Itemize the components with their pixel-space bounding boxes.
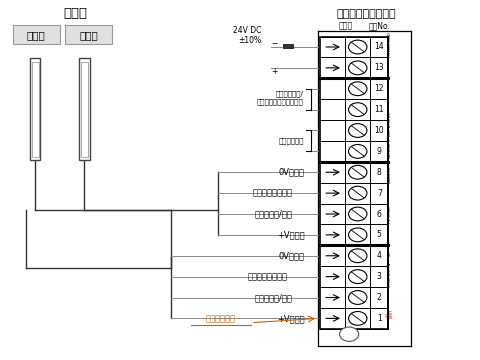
Text: コントロールボード: コントロールボード bbox=[336, 9, 396, 19]
Text: 外部入力線（桃）: 外部入力線（桃） bbox=[248, 272, 288, 281]
Text: 13: 13 bbox=[374, 63, 384, 72]
Text: 同期線（橙/紫）: 同期線（橙/紫） bbox=[255, 293, 293, 302]
Text: データ出力（黒）: データ出力（黒） bbox=[252, 189, 293, 198]
Bar bbox=[81, 62, 88, 157]
Circle shape bbox=[348, 61, 367, 75]
Text: 端子台: 端子台 bbox=[338, 21, 352, 30]
Text: 24V DC
±10%: 24V DC ±10% bbox=[233, 26, 262, 45]
Circle shape bbox=[348, 123, 367, 138]
Circle shape bbox=[348, 207, 367, 221]
Text: 3: 3 bbox=[377, 272, 382, 281]
Text: 同期線（橙/紫）: 同期線（橙/紫） bbox=[255, 210, 293, 219]
Text: 14: 14 bbox=[374, 42, 384, 51]
Text: +V
EMIT: +V EMIT bbox=[385, 309, 394, 318]
Text: 4: 4 bbox=[377, 251, 382, 260]
Text: 干渉防止出力: 干渉防止出力 bbox=[278, 138, 304, 144]
Text: 0V（青）: 0V（青） bbox=[278, 251, 305, 260]
Bar bbox=[30, 58, 40, 160]
Circle shape bbox=[348, 249, 367, 263]
Circle shape bbox=[348, 82, 367, 96]
Bar bbox=[32, 62, 38, 157]
Bar bbox=[321, 37, 388, 329]
Text: 1: 1 bbox=[377, 314, 382, 323]
Text: 7: 7 bbox=[377, 189, 382, 198]
Text: 9: 9 bbox=[377, 147, 382, 156]
Circle shape bbox=[348, 311, 367, 325]
Text: センサ: センサ bbox=[63, 8, 87, 21]
Text: POWER GND: POWER GND bbox=[388, 33, 392, 58]
Circle shape bbox=[348, 186, 367, 200]
Circle shape bbox=[348, 291, 367, 305]
Bar bbox=[12, 25, 60, 44]
Circle shape bbox=[348, 40, 367, 54]
Text: −: − bbox=[271, 40, 277, 49]
Text: IF OUT M: IF OUT M bbox=[388, 123, 392, 141]
Text: 11: 11 bbox=[374, 105, 384, 114]
Text: 干渉防止入力/
チャンネルチェック入力: 干渉防止入力/ チャンネルチェック入力 bbox=[257, 91, 304, 105]
Text: 投光器: 投光器 bbox=[27, 30, 46, 40]
Text: 12: 12 bbox=[374, 84, 384, 93]
Circle shape bbox=[348, 270, 367, 284]
Text: DATA 0V: DATA 0V bbox=[388, 166, 392, 183]
Text: IF IN 0V: IF IN 0V bbox=[388, 112, 392, 127]
Text: 0V: 0V bbox=[388, 251, 392, 256]
Bar bbox=[283, 44, 294, 49]
Text: 10: 10 bbox=[374, 126, 384, 135]
Text: 5: 5 bbox=[377, 230, 382, 239]
Circle shape bbox=[348, 144, 367, 158]
Text: リード線の色: リード線の色 bbox=[206, 315, 236, 324]
Text: +: + bbox=[271, 67, 277, 76]
Text: 0V（青）: 0V（青） bbox=[278, 168, 305, 177]
Text: SYNC EXT IN: SYNC EXT IN bbox=[388, 263, 392, 287]
Bar bbox=[79, 58, 90, 160]
Text: 6: 6 bbox=[377, 210, 382, 219]
Circle shape bbox=[348, 165, 367, 179]
Text: 受光器: 受光器 bbox=[79, 30, 98, 40]
Text: +V（茶）: +V（茶） bbox=[277, 314, 305, 323]
Text: +V（茶）: +V（茶） bbox=[277, 230, 305, 239]
Circle shape bbox=[339, 327, 359, 341]
Text: RECEIVE: RECEIVE bbox=[388, 141, 392, 158]
Bar bbox=[65, 25, 112, 44]
Circle shape bbox=[348, 103, 367, 117]
Text: 8: 8 bbox=[377, 168, 382, 177]
Circle shape bbox=[348, 228, 367, 242]
Text: 端子No.: 端子No. bbox=[368, 21, 390, 30]
Text: 2: 2 bbox=[377, 293, 382, 302]
Text: +V SYNC: +V SYNC bbox=[388, 207, 392, 224]
